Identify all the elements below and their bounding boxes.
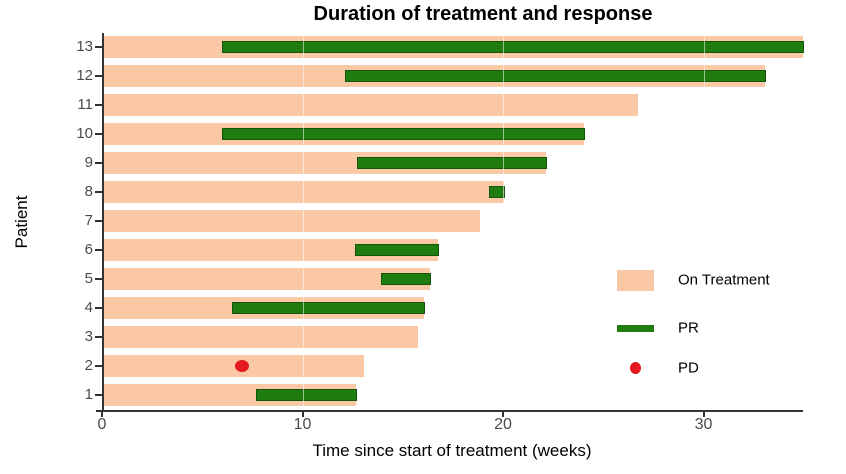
y-tick-label-11: 11 [77, 96, 93, 113]
y-tick-label-2: 2 [84, 357, 93, 374]
y-tick-mark-3 [95, 336, 102, 338]
gridline-week-30 [703, 33, 705, 410]
pr-bar-patient-10 [222, 128, 586, 140]
treatment-bar-patient-2 [104, 355, 364, 377]
y-tick-label-12: 12 [76, 67, 93, 84]
pr-bar-patient-4 [232, 302, 425, 314]
legend-swatch-pd [630, 362, 641, 374]
y-tick-mark-6 [95, 249, 102, 251]
y-tick-mark-4 [95, 307, 102, 309]
pr-bar-patient-5 [380, 273, 431, 285]
y-tick-label-1: 1 [84, 386, 93, 403]
x-tick-label-30: 30 [694, 416, 713, 433]
legend-label-pr: PR [678, 319, 699, 337]
treatment-bar-patient-3 [104, 326, 418, 348]
x-tick-mark-0 [101, 411, 103, 417]
y-tick-label-4: 4 [84, 299, 93, 316]
y-tick-label-9: 9 [84, 154, 93, 171]
y-tick-mark-9 [95, 162, 102, 164]
y-tick-mark-13 [95, 46, 102, 48]
y-tick-mark-8 [95, 191, 102, 193]
pr-bar-patient-1 [256, 389, 357, 401]
y-tick-mark-7 [95, 220, 102, 222]
y-tick-mark-11 [95, 104, 102, 106]
pd-dot-patient-2 [235, 360, 250, 372]
y-tick-label-5: 5 [84, 270, 93, 287]
y-tick-mark-5 [95, 278, 102, 280]
x-tick-label-0: 0 [97, 416, 107, 433]
y-tick-label-10: 10 [76, 125, 93, 142]
treatment-bar-patient-11 [104, 94, 639, 116]
y-tick-mark-2 [95, 365, 102, 367]
gridline-week-10 [302, 33, 304, 410]
x-tick-mark-20 [502, 411, 504, 417]
x-tick-mark-10 [301, 411, 304, 417]
y-tick-mark-12 [95, 75, 102, 77]
treatment-bar-patient-5 [104, 268, 430, 290]
y-tick-label-7: 7 [84, 212, 93, 229]
treatment-bar-patient-8 [104, 181, 504, 203]
y-tick-mark-1 [95, 394, 102, 396]
x-tick-mark-30 [702, 411, 705, 417]
pr-bar-patient-9 [356, 157, 548, 169]
legend-label-on-treatment: On Treatment [678, 271, 770, 289]
y-tick-mark-10 [95, 133, 102, 135]
y-tick-label-3: 3 [84, 328, 93, 345]
x-tick-label-20: 20 [494, 416, 512, 433]
x-tick-label-10: 10 [293, 416, 312, 433]
treatment-bar-patient-6 [104, 239, 438, 261]
pr-bar-patient-8 [488, 186, 505, 198]
x-axis-title: Time since start of treatment (weeks) [312, 441, 592, 460]
y-axis-title: Patient [12, 195, 31, 249]
legend-swatch-on-treatment [617, 270, 654, 291]
pr-bar-patient-13 [222, 41, 804, 53]
legend-label-pd: PD [678, 359, 699, 377]
chart-title: Duration of treatment and response [313, 3, 653, 25]
legend-swatch-pr [617, 325, 654, 332]
pr-bar-patient-12 [344, 70, 766, 82]
x-axis-line [96, 410, 803, 412]
pr-bar-patient-6 [354, 244, 439, 256]
y-tick-label-6: 6 [84, 241, 93, 258]
gridline-week-20 [503, 33, 504, 410]
y-axis-line [102, 33, 104, 411]
treatment-bar-patient-7 [104, 210, 480, 232]
y-tick-label-13: 13 [76, 38, 93, 55]
y-tick-label-8: 8 [84, 183, 93, 200]
